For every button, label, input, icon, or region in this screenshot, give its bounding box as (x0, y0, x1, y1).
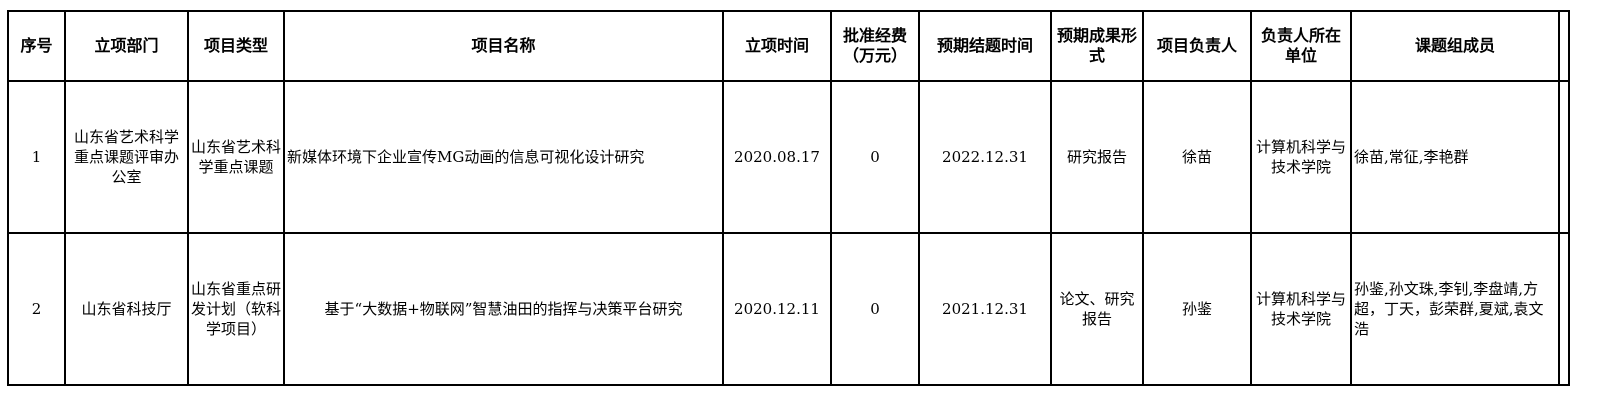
table-row: 2 山东省科技厅 山东省重点研发计划（软科学项目） 基于“大数据+物联网”智慧油… (7, 232, 1570, 386)
header-funding: 批准经费（万元） (830, 10, 920, 82)
cell-leader: 徐苗 (1142, 80, 1252, 234)
cell-unit: 计算机科学与技术学院 (1250, 80, 1352, 234)
cell-leader: 孙鉴 (1142, 232, 1252, 386)
header-end: 预期结题时间 (918, 10, 1052, 82)
header-output: 预期成果形式 (1050, 10, 1144, 82)
header-members: 课题组成员 (1350, 10, 1560, 82)
cell-members: 孙鉴,孙文珠,李钊,李盘靖,方超，丁天，彭荣群,夏斌,袁文浩 (1350, 232, 1560, 386)
cell-unit: 计算机科学与技术学院 (1250, 232, 1352, 386)
cell-name: 基于“大数据+物联网”智慧油田的指挥与决策平台研究 (283, 232, 724, 386)
header-row: 序号 立项部门 项目类型 项目名称 立项时间 批准经费（万元） 预期结题时间 预… (7, 10, 1570, 82)
cell-end: 2022.12.31 (918, 80, 1052, 234)
cell-funding: 0 (830, 80, 920, 234)
cell-no: 1 (7, 80, 66, 234)
header-dept: 立项部门 (64, 10, 189, 82)
cell-output: 论文、研究报告 (1050, 232, 1144, 386)
cell-dept: 山东省科技厅 (64, 232, 189, 386)
header-type: 项目类型 (187, 10, 285, 82)
cell-start: 2020.12.11 (722, 232, 832, 386)
header-no: 序号 (7, 10, 66, 82)
header-name: 项目名称 (283, 10, 724, 82)
cell-type: 山东省重点研发计划（软科学项目） (187, 232, 285, 386)
cell-type: 山东省艺术科学重点课题 (187, 80, 285, 234)
project-table: 序号 立项部门 项目类型 项目名称 立项时间 批准经费（万元） 预期结题时间 预… (7, 10, 1570, 386)
cell-funding: 0 (830, 232, 920, 386)
header-start: 立项时间 (722, 10, 832, 82)
header-leader: 项目负责人 (1142, 10, 1252, 82)
table-row: 1 山东省艺术科学重点课题评审办公室 山东省艺术科学重点课题 新媒体环境下企业宣… (7, 80, 1570, 234)
cell-start: 2020.08.17 (722, 80, 832, 234)
cell-members: 徐苗,常征,李艳群 (1350, 80, 1560, 234)
cell-no: 2 (7, 232, 66, 386)
cell-name: 新媒体环境下企业宣传MG动画的信息可视化设计研究 (283, 80, 724, 234)
cell-extra (1558, 80, 1570, 234)
header-unit: 负责人所在单位 (1250, 10, 1352, 82)
cell-end: 2021.12.31 (918, 232, 1052, 386)
cell-output: 研究报告 (1050, 80, 1144, 234)
header-extra (1558, 10, 1570, 82)
cell-extra (1558, 232, 1570, 386)
cell-dept: 山东省艺术科学重点课题评审办公室 (64, 80, 189, 234)
